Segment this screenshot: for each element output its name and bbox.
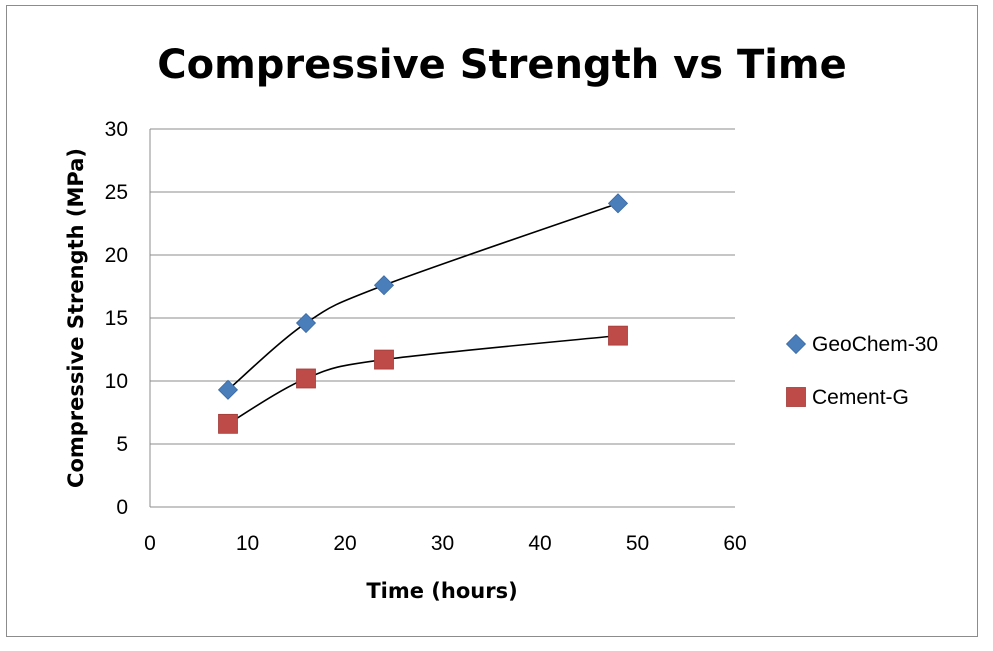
x-tick-label: 0 <box>144 532 156 555</box>
legend-marker-1 <box>786 387 806 407</box>
x-axis-title: Time (hours) <box>366 579 517 603</box>
data-point-cement-g <box>218 413 238 434</box>
y-tick-label: 30 <box>105 118 128 141</box>
data-point-geochem-30 <box>373 275 395 296</box>
x-tick-label: 50 <box>626 532 649 555</box>
data-point-geochem-30 <box>217 379 239 400</box>
trend-layer <box>227 202 619 425</box>
data-point-cement-g <box>374 349 394 370</box>
chart-title: Compressive Strength vs Time <box>157 42 847 88</box>
legend: GeoChem-30 Cement-G <box>785 333 938 409</box>
data-point-cement-g <box>608 325 628 346</box>
y-tick-label: 25 <box>105 181 128 204</box>
data-point-geochem-30 <box>607 193 629 214</box>
legend-marker-0 <box>785 333 807 355</box>
axis-layer: 0 5 10 15 20 25 30 0 10 20 30 40 50 60 <box>105 118 747 555</box>
y-tick-label: 15 <box>105 307 128 330</box>
y-axis-title: Compressive Strength (MPa) <box>64 148 88 488</box>
trendline-cement-g <box>227 334 619 425</box>
x-tick-label: 30 <box>431 532 454 555</box>
x-tick-label: 10 <box>236 532 259 555</box>
x-tick-label: 20 <box>333 532 356 555</box>
data-point-geochem-30 <box>295 312 317 334</box>
mark-layer <box>217 193 629 434</box>
y-tick-label: 5 <box>116 433 128 456</box>
x-tick-label: 60 <box>723 532 746 555</box>
y-tick-label: 0 <box>116 496 128 519</box>
chart-frame <box>6 5 978 637</box>
y-tick-label: 20 <box>105 244 128 267</box>
legend-label: GeoChem-30 <box>812 333 938 356</box>
data-point-cement-g <box>296 368 316 389</box>
trendline-geochem-30 <box>227 202 619 391</box>
legend-label: Cement-G <box>812 386 909 409</box>
grid-layer <box>150 128 735 445</box>
x-tick-label: 40 <box>528 532 551 555</box>
y-tick-label: 10 <box>105 370 128 393</box>
